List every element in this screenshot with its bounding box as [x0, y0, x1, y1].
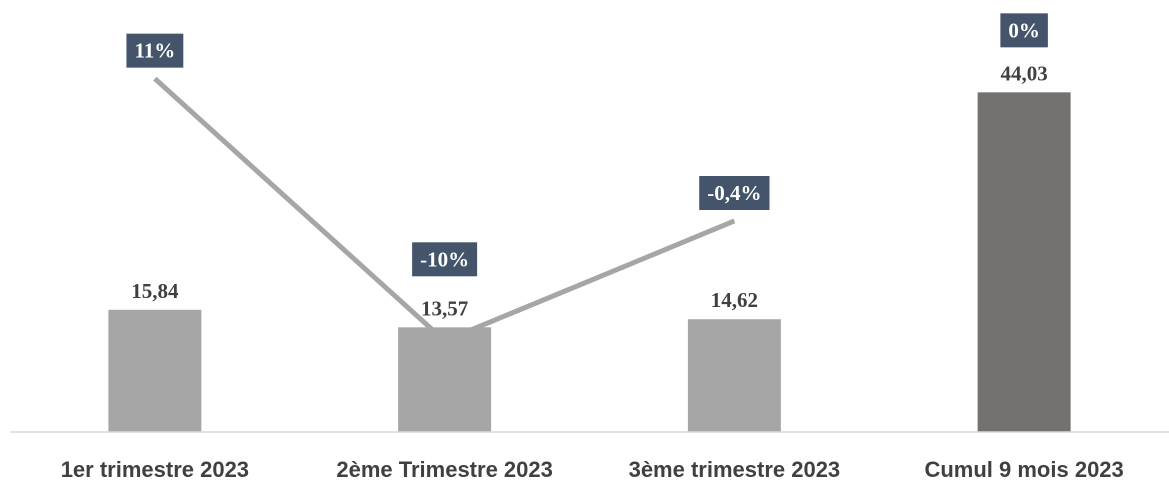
- percent-label-box: [126, 33, 184, 68]
- percent-label-box: [412, 242, 478, 277]
- x-tick-label: Cumul 9 mois 2023: [924, 457, 1123, 482]
- bar: [108, 309, 202, 432]
- x-tick-label: 3ème trimestre 2023: [629, 457, 841, 482]
- percent-label: 0%: [1008, 18, 1040, 42]
- percent-label-box: [699, 175, 770, 210]
- bar: [398, 327, 492, 432]
- bar-value-label: 13,57: [421, 296, 468, 320]
- x-tick-label: 2ème Trimestre 2023: [336, 457, 553, 482]
- bar-value-label: 44,03: [1001, 61, 1048, 85]
- x-tick-label: 1er trimestre 2023: [61, 457, 249, 482]
- bar-value-label: 14,62: [711, 288, 758, 312]
- percent-label: -10%: [420, 247, 469, 271]
- percent-label: -0,4%: [707, 181, 761, 205]
- bar: [977, 92, 1071, 432]
- percent-label-box: [1000, 13, 1048, 48]
- percent-label: 11%: [134, 39, 175, 63]
- bar-value-label: 15,84: [131, 279, 179, 303]
- bar: [687, 319, 781, 432]
